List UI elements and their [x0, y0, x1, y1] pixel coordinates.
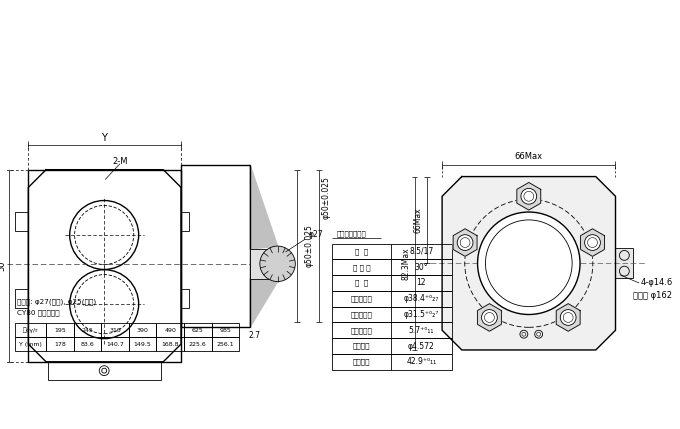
Bar [184, 337, 211, 351]
Text: 82.3Max: 82.3Max [401, 247, 410, 280]
Polygon shape [477, 304, 501, 331]
Text: φ27: φ27 [309, 230, 324, 239]
Bar [101, 337, 129, 351]
Text: Y (mm): Y (mm) [19, 341, 41, 347]
Text: 178: 178 [54, 341, 66, 347]
Bar [129, 337, 156, 351]
Polygon shape [517, 182, 541, 210]
Text: 4-φ14.6: 4-φ14.6 [640, 278, 673, 287]
Text: 量cγ/r: 量cγ/r [22, 327, 38, 333]
Circle shape [260, 246, 295, 281]
Text: 168.8: 168.8 [161, 341, 179, 347]
Text: 5.7⁺⁰₁₁: 5.7⁺⁰₁₁ [409, 326, 434, 335]
Text: 齿  数: 齿 数 [355, 280, 368, 286]
Bar [29, 170, 181, 362]
Text: φ50±0.025: φ50±0.025 [305, 225, 313, 267]
Circle shape [457, 235, 473, 251]
Text: 256.1: 256.1 [216, 341, 234, 347]
Text: 2-M: 2-M [112, 157, 128, 166]
Text: 625: 625 [192, 328, 203, 333]
Polygon shape [250, 165, 277, 249]
Text: 985: 985 [220, 328, 231, 333]
Bar [14, 323, 46, 337]
Bar [156, 337, 184, 351]
Polygon shape [556, 304, 580, 331]
Bar [332, 354, 452, 370]
Text: CY80 密封圆弧度: CY80 密封圆弧度 [16, 309, 59, 316]
Circle shape [477, 212, 580, 314]
Bar [332, 244, 452, 259]
Text: 8.5/17: 8.5/17 [409, 247, 434, 256]
Text: 齿顶圆直径: 齿顶圆直径 [350, 296, 372, 302]
Bar [14, 337, 46, 351]
Bar [181, 211, 189, 231]
Bar [211, 323, 239, 337]
Bar [101, 323, 129, 337]
Text: φ4.572: φ4.572 [408, 341, 435, 350]
Text: 分度圆弧度: 分度圆弧度 [350, 327, 372, 334]
Bar [332, 259, 452, 275]
Polygon shape [453, 229, 477, 257]
Text: 195: 195 [54, 328, 66, 333]
Bar [14, 289, 29, 308]
Text: φ38.4⁺⁰₂₇: φ38.4⁺⁰₂₇ [404, 294, 439, 303]
Bar [181, 165, 250, 327]
Text: 30°: 30° [415, 263, 428, 272]
Text: 490: 490 [165, 328, 176, 333]
Text: 2.7: 2.7 [249, 331, 261, 340]
Text: 66Max: 66Max [515, 152, 543, 161]
Text: Y: Y [101, 133, 107, 143]
Text: 山盘口: φ27(久山), φ25(山山): 山盘口: φ27(久山), φ25(山山) [16, 299, 96, 305]
Bar [73, 337, 101, 351]
Text: 测量间距: 测量间距 [352, 359, 370, 365]
Circle shape [560, 310, 576, 325]
Bar [615, 248, 633, 278]
Circle shape [585, 235, 600, 251]
Bar [73, 323, 101, 337]
Text: 310: 310 [109, 328, 121, 333]
Polygon shape [250, 278, 277, 327]
Text: 压 力 角: 压 力 角 [352, 264, 370, 271]
Circle shape [481, 310, 497, 325]
Bar [129, 323, 156, 337]
Text: 分布圆 φ162: 分布圆 φ162 [633, 291, 673, 300]
Text: 测量直径: 测量直径 [352, 343, 370, 349]
Bar [332, 338, 452, 354]
Text: 齿根圆直径: 齿根圆直径 [350, 311, 372, 318]
Text: 245: 245 [82, 328, 93, 333]
Text: 66Max: 66Max [414, 207, 423, 233]
Bar [46, 337, 73, 351]
Bar [181, 289, 189, 308]
Text: 149.5: 149.5 [134, 341, 152, 347]
Circle shape [521, 188, 537, 204]
Bar [332, 291, 452, 307]
Text: 83.6: 83.6 [80, 341, 95, 347]
Text: 390: 390 [137, 328, 148, 333]
Bar [46, 323, 73, 337]
Text: 渐开卡花展刀号: 渐开卡花展刀号 [337, 230, 367, 237]
Text: 12: 12 [417, 278, 426, 287]
Text: 50: 50 [0, 261, 6, 272]
Bar [211, 337, 239, 351]
Bar [332, 322, 452, 338]
Text: 齿  节: 齿 节 [355, 248, 368, 255]
Bar [14, 211, 29, 231]
Text: φ50±0.025: φ50±0.025 [322, 176, 330, 219]
Bar [332, 307, 452, 322]
Text: 42.9⁺⁰₁₁: 42.9⁺⁰₁₁ [407, 357, 437, 366]
Bar [250, 249, 277, 278]
Bar [184, 323, 211, 337]
Bar [156, 323, 184, 337]
Polygon shape [442, 177, 615, 350]
Bar [48, 362, 161, 380]
Text: φ31.5⁺⁰₂⁷: φ31.5⁺⁰₂⁷ [404, 310, 439, 319]
Text: 225.6: 225.6 [189, 341, 207, 347]
Text: 140.7: 140.7 [106, 341, 124, 347]
Bar [332, 275, 452, 291]
Polygon shape [581, 229, 605, 257]
